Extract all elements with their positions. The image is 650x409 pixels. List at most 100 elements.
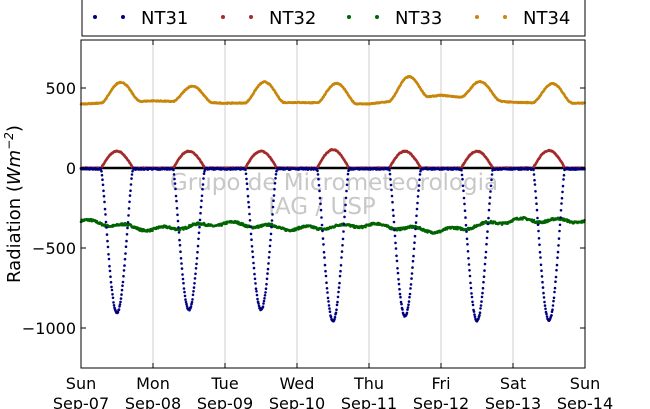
nt31-point bbox=[252, 261, 255, 265]
nt31-point bbox=[128, 194, 132, 197]
nt31-point bbox=[99, 167, 103, 170]
legend-entry-nt33: NT33 bbox=[347, 8, 442, 29]
nt31-point bbox=[342, 230, 345, 233]
nt31-point bbox=[464, 216, 467, 219]
nt31-point bbox=[460, 173, 464, 177]
series-layer bbox=[79, 75, 586, 323]
nt31-point bbox=[202, 172, 206, 175]
nt31-point bbox=[533, 178, 536, 182]
nt31-point bbox=[185, 302, 188, 306]
nt31-point bbox=[481, 286, 485, 290]
nt31-point bbox=[193, 282, 196, 285]
nt31-point bbox=[191, 293, 195, 297]
nt31-point bbox=[336, 295, 340, 299]
nt31-point bbox=[392, 214, 395, 217]
nt31-point bbox=[253, 277, 257, 281]
nt31-point bbox=[337, 290, 340, 294]
nt31-point bbox=[197, 237, 200, 241]
nt31-point bbox=[179, 257, 183, 260]
nt31-point bbox=[554, 275, 558, 279]
nt31-point bbox=[254, 287, 258, 291]
legend-marker bbox=[503, 15, 507, 19]
legend-label: NT32 bbox=[269, 8, 316, 29]
nt31-point bbox=[543, 300, 546, 304]
nt31-point bbox=[416, 195, 420, 198]
nt31-point bbox=[484, 256, 487, 259]
nt31-point bbox=[559, 209, 563, 212]
nt31-point bbox=[482, 275, 486, 279]
nt31-point bbox=[173, 177, 176, 181]
nt31-point bbox=[119, 300, 122, 304]
nt31-point bbox=[542, 296, 546, 299]
nt31-point bbox=[556, 250, 560, 254]
nt31-point bbox=[319, 202, 322, 206]
nt31-point bbox=[559, 216, 562, 219]
nt31-point bbox=[244, 168, 247, 172]
nt31-point bbox=[250, 238, 253, 241]
nt31-point bbox=[561, 184, 565, 188]
nt31-point bbox=[485, 242, 488, 246]
nt31-point bbox=[470, 295, 474, 299]
nt31-point bbox=[271, 205, 275, 209]
nt31-point bbox=[329, 315, 333, 319]
nt31-point bbox=[244, 172, 248, 176]
nt31-point bbox=[391, 200, 394, 204]
nt31-point bbox=[540, 275, 544, 278]
nt31-point bbox=[326, 296, 330, 300]
nt31-point bbox=[467, 257, 470, 260]
nt31-point bbox=[462, 189, 465, 193]
nt31-point bbox=[128, 200, 131, 204]
legend-label: NT31 bbox=[141, 8, 188, 29]
plot-area bbox=[81, 40, 585, 368]
nt31-point bbox=[341, 237, 345, 241]
nt31-point bbox=[400, 302, 403, 306]
nt31-point bbox=[111, 296, 115, 300]
nt31-point bbox=[333, 315, 337, 319]
y-label-main: Radiation ( bbox=[4, 185, 25, 283]
nt31-point bbox=[325, 287, 329, 290]
nt31-point bbox=[179, 250, 182, 253]
nt31-point bbox=[124, 252, 127, 255]
nt31-point bbox=[274, 177, 277, 180]
x-tick-label-date: Sep-08 bbox=[125, 394, 181, 409]
nt31-point bbox=[410, 277, 413, 280]
nt31-point bbox=[192, 290, 195, 293]
nt31-point bbox=[247, 205, 251, 209]
nt31-point bbox=[396, 267, 399, 270]
nt31-point bbox=[486, 222, 490, 226]
nt31-point bbox=[483, 269, 486, 272]
nt31-point bbox=[397, 282, 401, 286]
nt31-point bbox=[111, 293, 114, 296]
nt31-point bbox=[342, 222, 346, 226]
nt31-point bbox=[326, 291, 329, 294]
nt31-point bbox=[478, 313, 481, 317]
nt31-point bbox=[558, 223, 562, 227]
nt31-point bbox=[413, 241, 416, 244]
nt31-point bbox=[106, 239, 109, 243]
nt31-point bbox=[120, 293, 123, 296]
nt31-point bbox=[177, 231, 181, 234]
nt31-point bbox=[106, 245, 110, 249]
nt31-point bbox=[472, 310, 476, 313]
nt31-point bbox=[112, 301, 115, 304]
nt31-point bbox=[486, 230, 489, 233]
nt31-point bbox=[471, 303, 475, 307]
nt31-point bbox=[407, 303, 410, 307]
nt31-point bbox=[460, 169, 463, 172]
nt31-point bbox=[399, 295, 402, 299]
nt31-point bbox=[199, 205, 203, 209]
y-tick-label: −1000 bbox=[22, 319, 76, 338]
nt31-point bbox=[390, 188, 393, 192]
grid-lines bbox=[152, 40, 514, 368]
nt31-point bbox=[392, 220, 396, 224]
nt31-point bbox=[123, 264, 126, 267]
nt31-point bbox=[112, 304, 116, 307]
nt31-point bbox=[105, 233, 109, 236]
nt31-point bbox=[538, 243, 541, 246]
nt31-point bbox=[127, 207, 131, 210]
nt31-point bbox=[401, 308, 404, 311]
nt31-point bbox=[272, 194, 276, 197]
nt31-point bbox=[172, 173, 176, 176]
nt31-point bbox=[175, 206, 179, 210]
